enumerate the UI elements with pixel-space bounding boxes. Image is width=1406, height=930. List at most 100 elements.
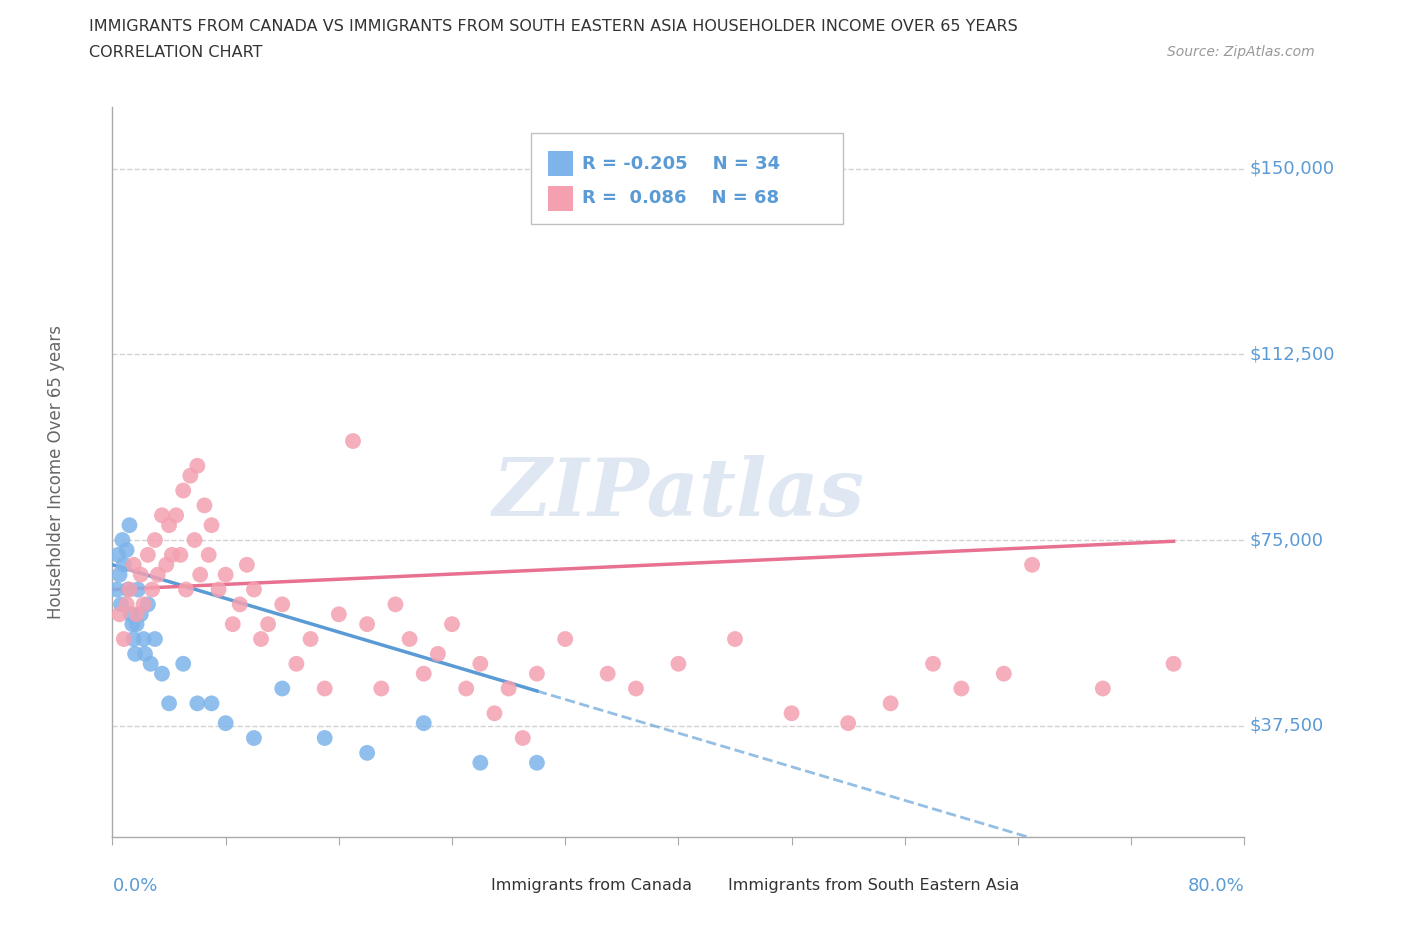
Point	[155, 557, 177, 572]
Text: IMMIGRANTS FROM CANADA VS IMMIGRANTS FROM SOUTH EASTERN ASIA HOUSEHOLDER INCOME : IMMIGRANTS FROM CANADA VS IMMIGRANTS FRO…	[89, 19, 1018, 33]
Text: ZIPatlas: ZIPatlas	[492, 455, 865, 533]
Point	[122, 557, 145, 572]
FancyBboxPatch shape	[531, 132, 842, 224]
Point	[512, 731, 534, 746]
Point	[314, 731, 336, 746]
Point	[188, 567, 211, 582]
Point	[136, 597, 159, 612]
Point	[236, 557, 259, 572]
Point	[112, 557, 135, 572]
Point	[257, 617, 280, 631]
Point	[624, 681, 647, 696]
Point	[229, 597, 252, 612]
Point	[124, 646, 146, 661]
Point	[174, 582, 197, 597]
Text: $37,500: $37,500	[1250, 717, 1324, 735]
Point	[120, 607, 142, 622]
Point	[115, 597, 138, 612]
Point	[169, 548, 191, 563]
Point	[412, 666, 434, 681]
Point	[384, 597, 406, 612]
Point	[285, 657, 308, 671]
Point	[484, 706, 506, 721]
Point	[342, 433, 364, 448]
Point	[117, 582, 139, 597]
Text: 0.0%: 0.0%	[112, 877, 157, 896]
Point	[172, 657, 194, 671]
Point	[271, 597, 294, 612]
Text: Source: ZipAtlas.com: Source: ZipAtlas.com	[1167, 45, 1315, 59]
Point	[186, 696, 208, 711]
Bar	[548, 152, 574, 177]
Point	[993, 666, 1015, 681]
Point	[165, 508, 187, 523]
Point	[398, 631, 420, 646]
Text: 80.0%: 80.0%	[1188, 877, 1244, 896]
Point	[299, 631, 322, 646]
Point	[666, 657, 689, 671]
Point	[143, 533, 166, 548]
Point	[157, 518, 180, 533]
Point	[214, 567, 236, 582]
Point	[596, 666, 619, 681]
Point	[780, 706, 803, 721]
Point	[125, 617, 148, 631]
Point	[150, 508, 173, 523]
Point	[456, 681, 478, 696]
Point	[724, 631, 747, 646]
Point	[1163, 657, 1185, 671]
Point	[146, 567, 169, 582]
Point	[118, 582, 141, 597]
Point	[121, 617, 143, 631]
Point	[526, 755, 548, 770]
Point	[426, 646, 449, 661]
Point	[127, 582, 149, 597]
Point	[356, 617, 378, 631]
Point	[328, 607, 350, 622]
Text: CORRELATION CHART: CORRELATION CHART	[89, 45, 262, 60]
Point	[243, 582, 266, 597]
Point	[879, 696, 901, 711]
Point	[1091, 681, 1114, 696]
Point	[141, 582, 163, 597]
Point	[115, 542, 138, 557]
Point	[105, 582, 128, 597]
Point	[470, 755, 492, 770]
Point	[200, 518, 222, 533]
Text: R = -0.205    N = 34: R = -0.205 N = 34	[582, 155, 780, 173]
Point	[179, 468, 201, 483]
Point	[125, 607, 148, 622]
Point	[222, 617, 245, 631]
Text: Immigrants from Canada: Immigrants from Canada	[491, 878, 692, 893]
Point	[526, 666, 548, 681]
Point	[108, 567, 131, 582]
Point	[112, 631, 135, 646]
Bar	[696, 875, 720, 897]
Point	[271, 681, 294, 696]
Bar	[458, 875, 482, 897]
Point	[186, 458, 208, 473]
Point	[554, 631, 576, 646]
Point	[314, 681, 336, 696]
Point	[200, 696, 222, 711]
Point	[498, 681, 520, 696]
Point	[837, 716, 859, 731]
Point	[136, 548, 159, 563]
Point	[111, 533, 134, 548]
Bar	[548, 186, 574, 210]
Point	[132, 597, 155, 612]
Point	[370, 681, 392, 696]
Point	[214, 716, 236, 731]
Point	[150, 666, 173, 681]
Point	[108, 607, 131, 622]
Point	[129, 567, 152, 582]
Point	[922, 657, 945, 671]
Point	[143, 631, 166, 646]
Point	[412, 716, 434, 731]
Point	[160, 548, 183, 563]
Point	[183, 533, 205, 548]
Point	[118, 518, 141, 533]
Point	[441, 617, 464, 631]
Point	[157, 696, 180, 711]
Point	[110, 597, 132, 612]
